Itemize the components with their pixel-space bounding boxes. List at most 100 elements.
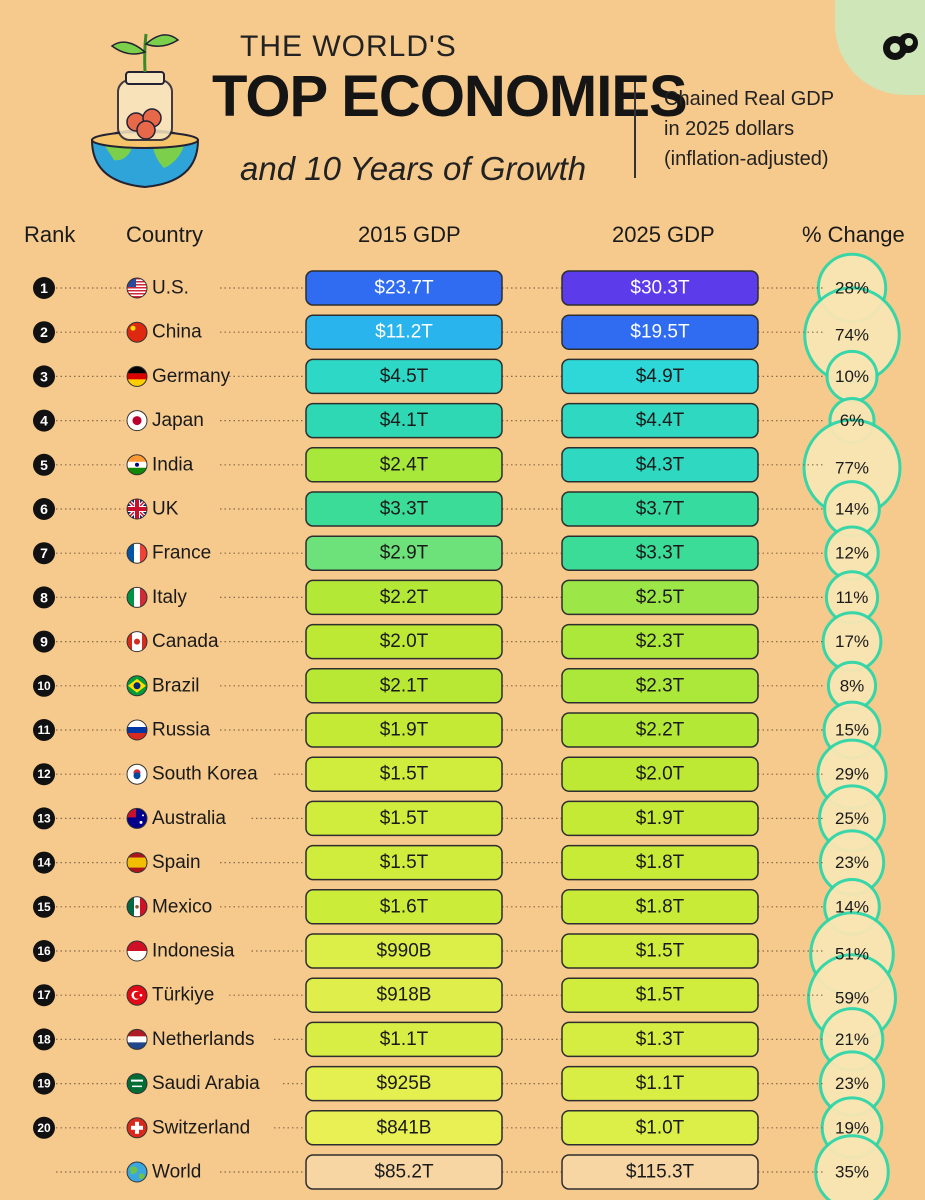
flag-part	[139, 1173, 145, 1180]
bar-2015	[305, 889, 503, 925]
flag-border	[126, 454, 148, 476]
bar-2025-label: $1.9T	[636, 808, 685, 829]
flag-part	[139, 993, 143, 997]
change-label: 59%	[835, 989, 869, 1008]
rank-badge	[33, 277, 55, 299]
rank-badge	[33, 984, 55, 1007]
label-backdrop	[149, 630, 219, 653]
change-label: 28%	[835, 279, 869, 298]
mexico-flag-icon	[126, 896, 148, 918]
rank-label: 6	[40, 501, 48, 517]
change-label: 23%	[835, 853, 869, 872]
bar-2015	[305, 756, 503, 792]
flag-border	[126, 631, 148, 653]
change-label: 19%	[835, 1118, 869, 1137]
bar-2015	[305, 623, 503, 660]
label-backdrop	[149, 321, 208, 344]
change-label: 21%	[835, 1030, 869, 1049]
change-label: 12%	[835, 544, 869, 563]
flag-border	[126, 940, 148, 962]
spain-flag-icon	[126, 852, 148, 874]
flag-part	[127, 867, 147, 873]
column-header-2025: 2025 GDP	[612, 222, 715, 247]
label-backdrop	[149, 1161, 208, 1183]
rank-badge	[33, 498, 55, 520]
bar-2025	[561, 358, 759, 395]
flag-border	[126, 896, 148, 918]
rank-label: 13	[37, 811, 51, 825]
country-label: UK	[152, 499, 179, 520]
country-label: World	[152, 1162, 201, 1183]
flag-part	[140, 587, 147, 608]
flag-part	[127, 287, 147, 289]
bar-2015	[305, 270, 503, 306]
australia-flag-icon	[126, 807, 148, 829]
flag-part	[140, 543, 147, 564]
label-backdrop	[149, 674, 219, 697]
bar-2015	[305, 977, 503, 1013]
china-flag-icon	[126, 321, 148, 343]
label-backdrop	[149, 895, 219, 918]
flag-border	[126, 1073, 148, 1095]
flag-body	[127, 631, 147, 652]
bar-2015	[305, 1110, 503, 1146]
flag-border	[126, 763, 148, 785]
label-backdrop	[149, 851, 208, 874]
country-label: Saudi Arabia	[152, 1073, 260, 1094]
flag-part	[134, 587, 140, 608]
rank-badge	[33, 586, 55, 609]
bar-2025-label: $1.3T	[636, 1029, 685, 1050]
header-divider	[634, 82, 636, 178]
country-label: Spain	[152, 852, 201, 873]
label-backdrop	[149, 763, 272, 786]
flag-body	[127, 1073, 147, 1094]
flag-part	[127, 296, 147, 298]
netherlands-flag-icon	[126, 1028, 148, 1050]
bar-2015-label: $4.1T	[380, 410, 429, 431]
bar-2015	[305, 712, 503, 748]
change-label: 8%	[840, 676, 865, 695]
bar-2025	[561, 314, 759, 350]
bar-2015-label: $2.0T	[380, 631, 429, 652]
flag-body	[127, 410, 147, 431]
change-circle	[814, 1134, 890, 1200]
flag-part	[127, 1073, 147, 1094]
bar-2015	[305, 491, 503, 527]
flag-body	[127, 896, 147, 917]
bar-2025-label: $1.0T	[636, 1117, 685, 1138]
bar-2015	[305, 844, 503, 881]
flag-part	[127, 727, 147, 733]
change-label: 11%	[836, 588, 869, 607]
country-label: Italy	[152, 587, 187, 608]
rank-label: 9	[40, 634, 48, 650]
flag-part	[140, 896, 147, 917]
flag-part	[131, 1079, 143, 1082]
flag-part	[131, 1125, 143, 1130]
bar-2015-label: $1.1T	[380, 1029, 429, 1050]
flag-part	[127, 1042, 147, 1050]
flag-part	[127, 896, 134, 917]
canada-flag-icon	[126, 631, 148, 653]
bar-2015	[305, 314, 503, 350]
bar-2025-label: $2.2T	[636, 720, 685, 741]
bar-2025-label: $2.5T	[636, 587, 685, 608]
flag-border	[126, 498, 148, 520]
bar-2025	[561, 402, 759, 439]
bar-2025	[561, 712, 759, 748]
flag-border	[126, 675, 148, 697]
label-backdrop	[149, 940, 251, 962]
change-label: 25%	[835, 809, 869, 828]
bar-2015	[305, 1154, 503, 1190]
flag-part	[132, 416, 142, 426]
bar-2015	[305, 1065, 503, 1102]
flag-part	[127, 951, 147, 961]
bar-2025-label: $4.9T	[636, 366, 685, 387]
rank-badge	[33, 719, 55, 741]
flag-body	[127, 1162, 147, 1182]
south-korea-flag-icon	[126, 763, 148, 785]
bar-2015-label: $2.9T	[380, 543, 429, 564]
rank-label: 2	[40, 324, 48, 340]
flag-body	[127, 1029, 147, 1050]
bar-2025-label: $1.8T	[636, 852, 685, 873]
bar-2025	[561, 844, 759, 881]
